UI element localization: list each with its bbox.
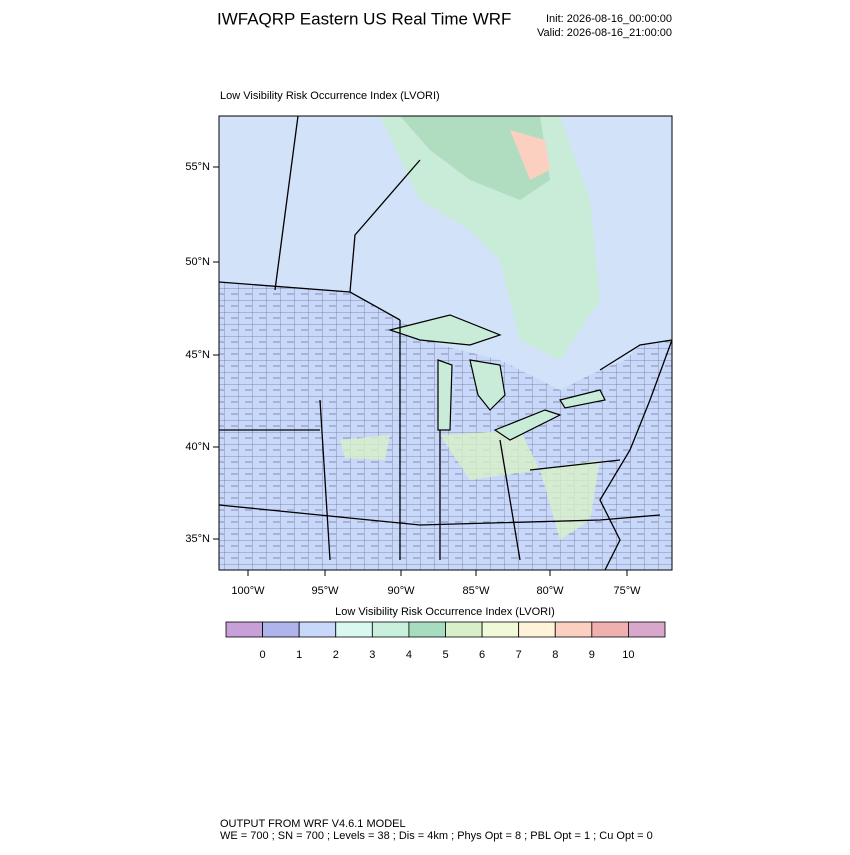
lon-label: 85°W xyxy=(462,585,490,597)
footer-line: WE = 700 ; SN = 700 ; Levels = 38 ; Dis … xyxy=(220,830,653,842)
colorbar-label: Low Visibility Risk Occurrence Index (LV… xyxy=(335,606,555,618)
lat-label: 50°N xyxy=(185,256,210,268)
lat-label: 45°N xyxy=(185,349,210,361)
map-subtitle: Low Visibility Risk Occurrence Index (LV… xyxy=(220,90,440,102)
hudson-green xyxy=(400,116,550,200)
lat-label: 55°N xyxy=(185,161,210,173)
colorbar-box xyxy=(518,621,556,638)
lon-label: 95°W xyxy=(311,585,339,597)
colorbar-tick-label: 2 xyxy=(333,649,339,661)
colorbar-tick-label: 1 xyxy=(296,649,302,661)
lon-label: 100°W xyxy=(231,585,265,597)
colorbar-box xyxy=(262,621,300,638)
map-area xyxy=(219,116,672,570)
lat-label: 40°N xyxy=(185,441,210,453)
title: IWFAQRP Eastern US Real Time WRF xyxy=(217,9,511,28)
map-frame xyxy=(218,115,673,571)
colorbar-box xyxy=(628,621,666,638)
colorbar-box xyxy=(371,621,410,638)
colorbar-tick-label: 7 xyxy=(516,649,522,661)
colorbar-tick-label: 0 xyxy=(260,649,266,661)
colorbar-tick-label: 3 xyxy=(369,649,375,661)
lake-superior xyxy=(387,314,502,346)
lake-huron xyxy=(469,359,506,411)
high-risk-patch xyxy=(510,130,550,180)
lat-label: 35°N xyxy=(185,533,210,545)
colorbar-tick-label: 10 xyxy=(622,649,634,661)
colorbar-tick-label: 8 xyxy=(552,649,558,661)
colorbar-box xyxy=(554,621,593,638)
colorbar-box xyxy=(298,621,337,638)
coastline xyxy=(599,339,672,570)
colorbar-tick-label: 4 xyxy=(406,649,412,661)
green-patches xyxy=(340,430,600,540)
lon-label: 75°W xyxy=(613,585,641,597)
init-time: Init: 2026-08-16_00:00:00 xyxy=(546,13,672,25)
colorbar-box xyxy=(591,621,629,638)
lake-erie xyxy=(493,409,562,441)
valid-time: Valid: 2026-08-16_21:00:00 xyxy=(537,27,672,39)
colorbar: 0 1 2 3 4 5 6 7 8 9 10 xyxy=(225,621,666,661)
colorbar-box xyxy=(408,621,446,638)
colorbar-tick-label: 6 xyxy=(479,649,485,661)
colorbar-box xyxy=(445,621,483,638)
footer-line: OUTPUT FROM WRF V4.6.1 MODEL xyxy=(220,818,406,830)
colorbar-tick-label: 5 xyxy=(442,649,448,661)
colorbar-box xyxy=(481,621,520,638)
lake-michigan xyxy=(437,359,453,431)
colorbar-box xyxy=(335,621,373,638)
map-axes: 55°N 50°N 45°N 40°N 35°N 100°W 95°W 90°W 85°W 80°… xyxy=(185,161,641,597)
lake-ontario xyxy=(559,389,606,409)
borders xyxy=(219,116,672,561)
lon-label: 90°W xyxy=(387,585,415,597)
lon-label: 80°W xyxy=(536,585,564,597)
colorbar-box xyxy=(225,621,263,638)
colorbar-tick-label: 9 xyxy=(589,649,595,661)
